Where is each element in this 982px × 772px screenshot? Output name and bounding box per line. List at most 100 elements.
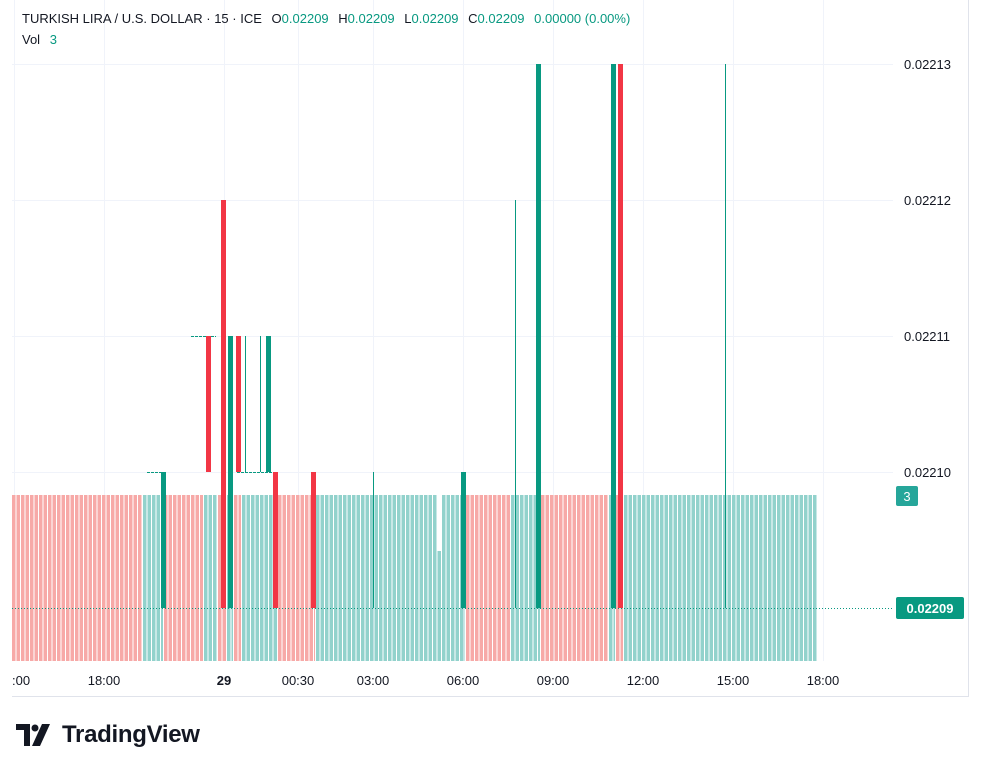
volume-bar	[545, 495, 549, 661]
volume-bar	[305, 495, 309, 661]
volume-bar	[442, 495, 446, 661]
volume-label[interactable]: Vol	[22, 32, 41, 47]
volume-bars	[12, 495, 817, 661]
time-tick-label: 00:30	[282, 673, 315, 688]
volume-bar	[813, 495, 817, 661]
volume-bar	[714, 495, 718, 661]
volume-bar	[296, 495, 300, 661]
volume-bar	[428, 495, 432, 661]
volume-bar	[741, 495, 745, 661]
volume-bar	[320, 495, 324, 661]
volume-bar	[392, 495, 396, 661]
volume-bar	[66, 495, 70, 661]
volume-bar	[365, 495, 369, 661]
volume-bar	[577, 495, 581, 661]
volume-bar	[497, 495, 501, 661]
volume-bar	[808, 495, 812, 661]
volume-bar	[736, 495, 740, 661]
volume-bar	[278, 495, 282, 661]
volume-bar	[628, 495, 632, 661]
volume-bar	[48, 495, 52, 661]
change-value: 0.00000 (0.00%)	[534, 11, 631, 26]
volume-bar	[57, 495, 61, 661]
volume-bar	[493, 495, 497, 661]
volume-bar	[732, 495, 736, 661]
volume-bar	[763, 495, 767, 661]
volume-bar	[156, 495, 160, 661]
volume-bar	[356, 495, 360, 661]
volume-bar	[361, 495, 365, 661]
volume-bar	[455, 495, 459, 661]
brand-name: TradingView	[62, 721, 200, 748]
candle-up	[266, 336, 271, 472]
volume-bar	[138, 495, 142, 661]
volume-bar	[106, 495, 110, 661]
volume-bar	[406, 495, 410, 661]
volume-bar	[437, 551, 441, 661]
volume-bar	[102, 495, 106, 661]
volume-bar	[200, 495, 203, 661]
volume-bar	[43, 495, 47, 661]
volume-bar	[754, 495, 758, 661]
volume-bar	[804, 495, 808, 661]
candle-up	[536, 64, 541, 608]
volume-bar	[595, 495, 599, 661]
volume-bar	[470, 495, 474, 661]
candle-up	[228, 336, 233, 608]
volume-bar	[370, 495, 374, 661]
volume-bar	[70, 495, 74, 661]
separator-dot: ·	[232, 11, 241, 26]
separator-dot: ·	[206, 11, 215, 26]
volume-bar	[646, 495, 650, 661]
volume-bar	[515, 495, 519, 661]
volume-value: 3	[49, 32, 57, 47]
volume-bar	[506, 495, 510, 661]
volume-bar	[433, 495, 437, 661]
volume-bar	[115, 495, 119, 661]
close-label: C	[468, 11, 478, 26]
volume-bar	[129, 495, 133, 661]
volume-bar	[39, 495, 43, 661]
price-tick-label: 0.02213	[904, 57, 951, 72]
volume-bar	[541, 495, 545, 661]
volume-bar	[673, 495, 677, 661]
time-tick-label: 06:00	[447, 673, 480, 688]
volume-bar	[790, 495, 794, 661]
volume-bar	[559, 495, 563, 661]
high-value: 0.02209	[347, 11, 395, 26]
close-value: 0.02209	[477, 11, 525, 26]
volume-bar	[25, 495, 29, 661]
volume-bar	[572, 495, 576, 661]
volume-bar	[415, 495, 419, 661]
time-tick-label: 15:00	[717, 673, 750, 688]
volume-bar	[84, 495, 88, 661]
volume-bar	[655, 495, 659, 661]
high-label: H	[338, 11, 348, 26]
price-axis[interactable]: 0.02210 0.02211 0.02212 0.02213 3 0.02209	[896, 57, 964, 619]
volume-bar	[52, 495, 56, 661]
symbol-name[interactable]: TURKISH LIRA / U.S. DOLLAR	[22, 11, 203, 26]
volume-bar	[388, 495, 392, 661]
volume-bar	[723, 495, 727, 661]
volume-bar	[664, 495, 668, 661]
volume-bar	[316, 495, 320, 661]
candle-down	[236, 336, 241, 472]
volume-bar	[133, 495, 137, 661]
volume-bar	[484, 495, 488, 661]
volume-bar	[479, 495, 483, 661]
chart-pane[interactable]	[12, 0, 969, 697]
time-axis[interactable]: :00 18:00 29 00:30 03:00 06:00 09:00 12:00 15:00…	[12, 673, 839, 688]
volume-bar	[397, 495, 401, 661]
volume-bar	[718, 495, 722, 661]
volume-bar	[242, 495, 246, 661]
volume-bar	[660, 495, 664, 661]
volume-badge	[896, 486, 918, 506]
volume-bar	[554, 495, 558, 661]
volume-bar	[446, 495, 450, 661]
tradingview-brand[interactable]: TradingView	[16, 720, 200, 750]
low-label: L	[404, 11, 412, 26]
volume-bar	[269, 495, 273, 661]
interval-label[interactable]: 15	[214, 11, 229, 26]
volume-bar	[691, 495, 695, 661]
